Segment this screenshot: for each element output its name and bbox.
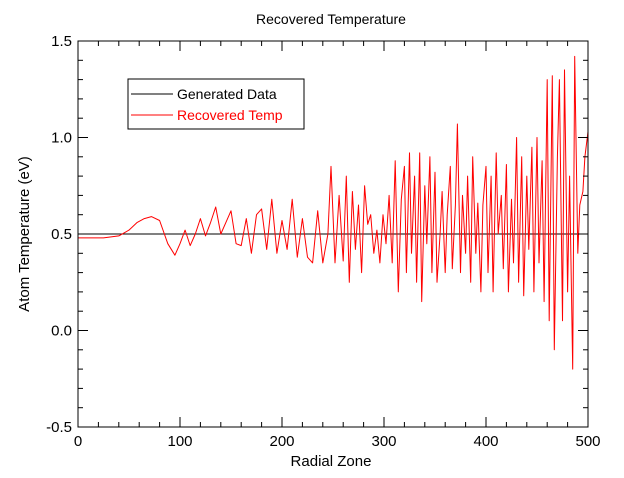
y-tick-label: 1.0 (51, 130, 72, 147)
x-axis: 0 100 200 300 400 500 (74, 41, 601, 450)
y-tick-label: 0.0 (51, 323, 72, 340)
x-tick-label: 400 (473, 433, 498, 450)
legend-label-generated-data: Generated Data (177, 86, 277, 102)
y-axis: -0.5 0.0 0.5 1.0 1.5 (46, 33, 588, 436)
x-tick-label: 100 (167, 433, 192, 450)
y-axis-label: Atom Temperature (eV) (16, 156, 33, 312)
chart-title: Recovered Temperature (256, 11, 406, 27)
x-tick-label: 500 (575, 433, 600, 450)
plot-area (78, 55, 589, 370)
x-tick-label: 300 (371, 433, 396, 450)
legend-box (127, 78, 305, 130)
y-tick-label: 0.5 (51, 226, 72, 243)
legend: Generated Data Recovered Temp (127, 78, 305, 130)
x-axis-label: Radial Zone (291, 453, 372, 470)
x-tick-label: 200 (269, 433, 294, 450)
y-tick-label: -0.5 (46, 419, 72, 436)
y-tick-label: 1.5 (51, 33, 72, 50)
x-tick-label: 0 (74, 433, 82, 450)
series-line-recovered-temp (78, 55, 589, 370)
legend-label-recovered-temp: Recovered Temp (177, 107, 283, 123)
